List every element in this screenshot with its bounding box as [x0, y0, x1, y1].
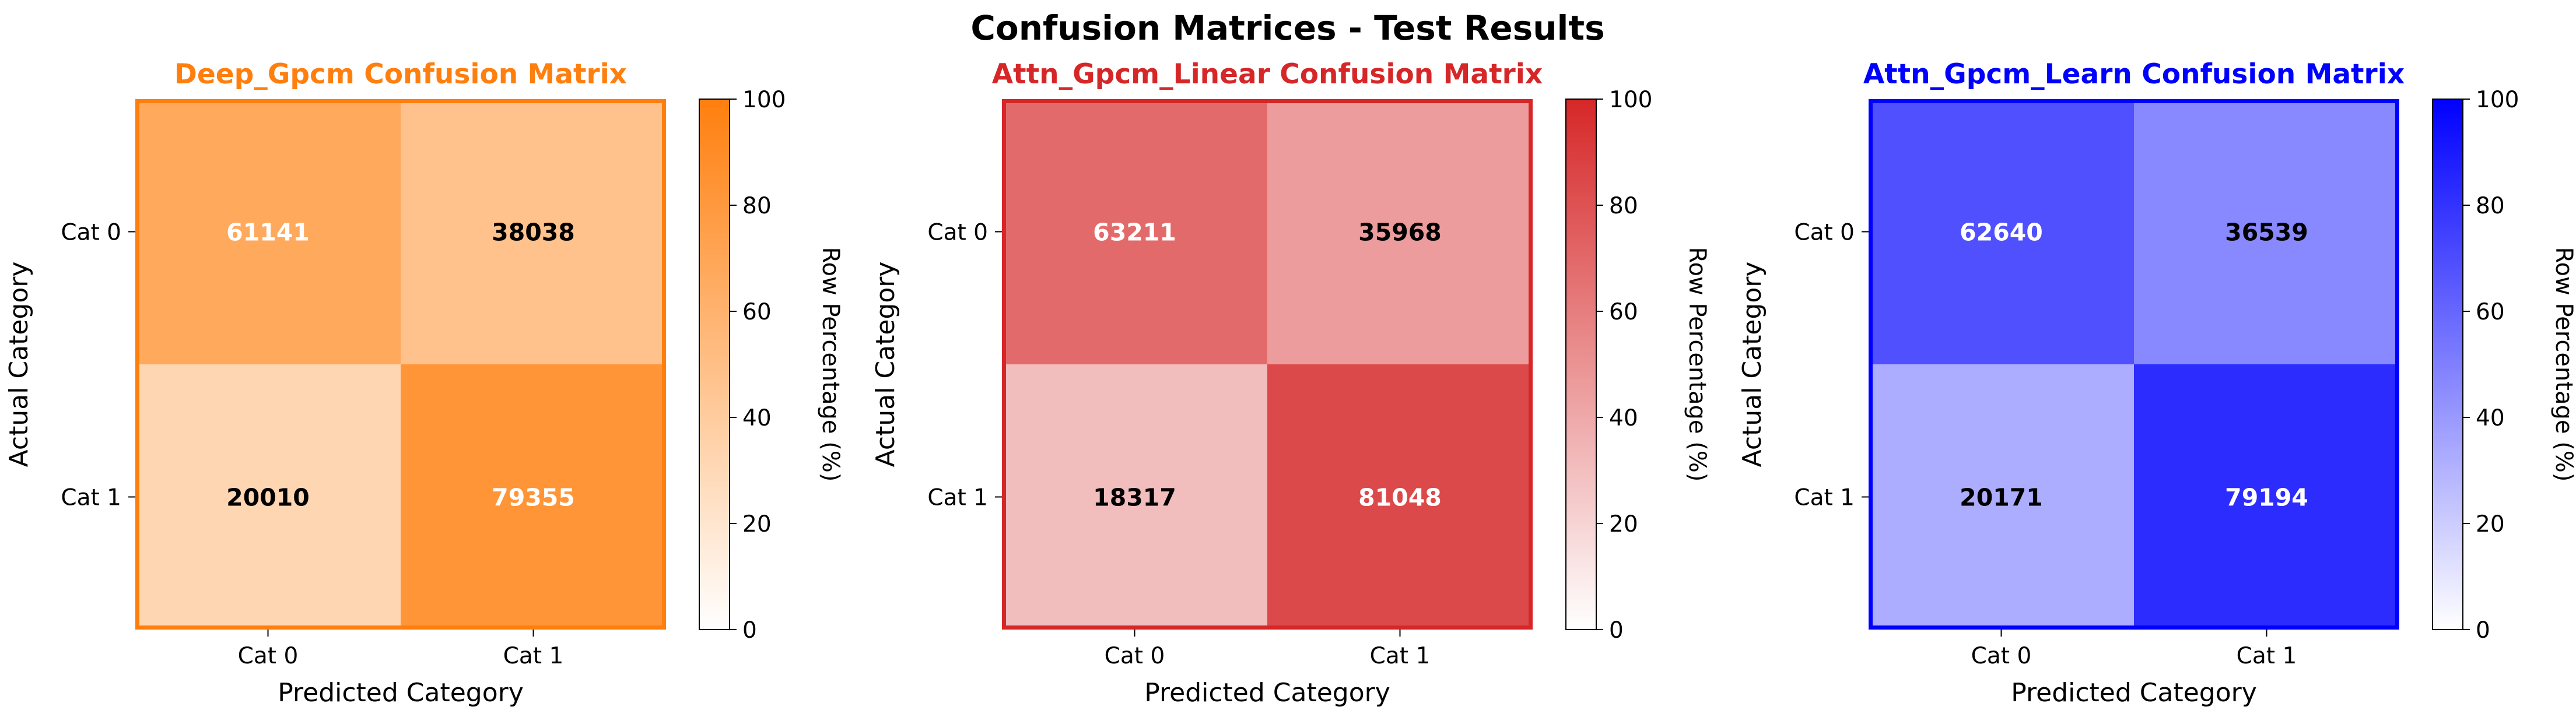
- y-tick-label: Cat 0: [1794, 220, 1855, 246]
- colorbar-tick-label: 80: [1609, 193, 1638, 219]
- colorbar-tick-label: 20: [1609, 511, 1638, 537]
- cell-value-label: 36539: [2225, 219, 2308, 247]
- matrix-cell: [2134, 364, 2399, 630]
- matrix-cell: [1002, 99, 1267, 364]
- colorbar-tick-label: 40: [2476, 405, 2505, 431]
- cell-value-label: 61141: [226, 219, 310, 247]
- y-tick-label: Cat 1: [1794, 485, 1855, 511]
- colorbar-tick-label: 100: [742, 87, 786, 113]
- y-tick-label: Cat 1: [61, 485, 121, 511]
- colorbar-tick-label: 40: [1609, 405, 1638, 431]
- cell-value-label: 20171: [1960, 484, 2043, 512]
- panel-title: Deep_Gpcm Confusion Matrix: [174, 58, 627, 90]
- colorbar-tick-label: 40: [742, 405, 772, 431]
- x-axis-label: Predicted Category: [2011, 678, 2257, 708]
- colorbar-tick-label: 0: [1609, 617, 1624, 644]
- matrix-cell: [135, 99, 401, 364]
- matrix-cell: [1002, 364, 1267, 630]
- colorbar-tick-label: 20: [2476, 511, 2505, 537]
- colorbar-tick-label: 100: [2476, 87, 2519, 113]
- colorbar-tick-label: 0: [742, 617, 757, 644]
- cell-value-label: 20010: [226, 484, 310, 512]
- x-tick-label: Cat 1: [503, 643, 564, 669]
- colorbar: [1565, 99, 1597, 630]
- colorbar-label: Row Percentage (%): [1684, 247, 1711, 482]
- cell-value-label: 18317: [1093, 484, 1176, 512]
- colorbar-tick-label: 20: [742, 511, 772, 537]
- x-tick-label: Cat 1: [2237, 643, 2297, 669]
- matrix-cell: [2134, 99, 2399, 364]
- colorbar-label: Row Percentage (%): [2550, 247, 2576, 482]
- colorbar-tick-label: 80: [2476, 193, 2505, 219]
- y-axis-label: Actual Category: [1737, 262, 1767, 468]
- matrix-border: [1869, 99, 2399, 630]
- colorbar-tick-label: 80: [742, 193, 772, 219]
- matrix-border: [1002, 99, 1533, 630]
- cell-value-label: 81048: [1358, 484, 1442, 512]
- colorbar-tick-label: 100: [1609, 87, 1652, 113]
- x-tick-label: Cat 0: [1971, 643, 2032, 669]
- cell-value-label: 35968: [1358, 219, 1442, 247]
- colorbar-tick-label: 0: [2476, 617, 2490, 644]
- colorbar-tick-label: 60: [1609, 299, 1638, 325]
- matrix-cell: [135, 364, 401, 630]
- matrix-cell: [1869, 364, 2134, 630]
- colorbar: [2432, 99, 2463, 630]
- matrix-border: [135, 99, 666, 630]
- colorbar-tick-label: 60: [2476, 299, 2505, 325]
- panel-title: Attn_Gpcm_Linear Confusion Matrix: [992, 58, 1543, 90]
- cell-value-label: 79355: [492, 484, 575, 512]
- panel-3: Attn_Gpcm_Learn Confusion Matrix 62640 365…: [1737, 58, 2576, 708]
- cell-value-label: 79194: [2225, 484, 2308, 512]
- colorbar-tick-label: 60: [742, 299, 772, 325]
- panel-2: Attn_Gpcm_Linear Confusion Matrix 63211 35…: [871, 58, 1711, 708]
- matrix-cell: [1267, 364, 1533, 630]
- matrix-cell: [401, 364, 666, 630]
- x-tick-label: Cat 0: [238, 643, 299, 669]
- x-axis-label: Predicted Category: [1144, 678, 1390, 708]
- x-tick-label: Cat 0: [1105, 643, 1165, 669]
- figure-title: Confusion Matrices - Test Results: [970, 8, 1604, 48]
- x-tick-label: Cat 1: [1370, 643, 1431, 669]
- cell-value-label: 38038: [492, 219, 575, 247]
- x-axis-label: Predicted Category: [278, 678, 524, 708]
- y-tick-label: Cat 0: [927, 220, 988, 246]
- colorbar: [699, 99, 730, 630]
- matrix-cell: [1267, 99, 1533, 364]
- panel-title: Attn_Gpcm_Learn Confusion Matrix: [1863, 58, 2405, 90]
- cell-value-label: 62640: [1960, 219, 2043, 247]
- colorbar-label: Row Percentage (%): [817, 247, 844, 482]
- y-axis-label: Actual Category: [4, 262, 34, 468]
- cell-value-label: 63211: [1093, 219, 1176, 247]
- y-axis-label: Actual Category: [871, 262, 900, 468]
- matrix-cell: [401, 99, 666, 364]
- matrix-cell: [1869, 99, 2134, 364]
- y-tick-label: Cat 0: [61, 220, 121, 246]
- y-tick-label: Cat 1: [927, 485, 988, 511]
